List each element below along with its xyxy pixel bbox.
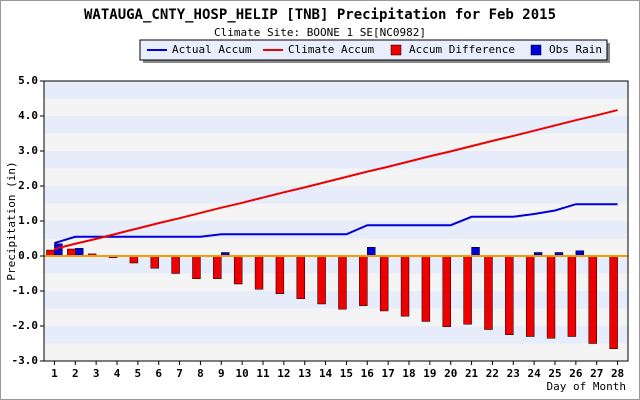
x-tick-label: 3	[93, 367, 100, 380]
band	[44, 273, 628, 291]
bar	[296, 255, 305, 299]
bands	[44, 81, 628, 361]
band	[44, 343, 628, 361]
band	[44, 116, 628, 134]
x-tick-label: 12	[277, 367, 290, 380]
band	[44, 256, 628, 274]
band	[44, 98, 628, 116]
x-tick-label: 14	[319, 367, 333, 380]
band	[44, 308, 628, 326]
legend-label: Climate Accum	[288, 43, 374, 56]
x-tick-label: 18	[402, 367, 415, 380]
bar	[129, 255, 139, 264]
bar	[233, 255, 243, 285]
bar	[275, 255, 285, 295]
plot-frame	[43, 80, 629, 362]
x-tick-label: 15	[340, 367, 353, 380]
bar	[609, 255, 618, 349]
bar	[367, 247, 376, 257]
chart-subtitle: Climate Site: BOONE 1 SE[NC0982]	[214, 26, 426, 39]
bar	[254, 255, 264, 290]
bar	[171, 255, 180, 274]
bar	[546, 255, 556, 339]
legend-label: Actual Accum	[172, 43, 252, 56]
bar	[379, 255, 389, 312]
bar	[525, 255, 535, 337]
x-tick-label: 27	[590, 367, 603, 380]
line	[54, 109, 618, 250]
band	[44, 221, 628, 239]
band	[44, 81, 628, 99]
x-tick-label: 9	[218, 367, 225, 380]
band	[44, 151, 628, 169]
band	[44, 133, 628, 151]
x-tick-label: 7	[176, 367, 183, 380]
x-tick-label: 13	[298, 367, 311, 380]
bar	[442, 255, 451, 327]
bar	[505, 255, 514, 335]
x-axis-label: Day of Month	[547, 380, 626, 393]
x-tick-label: 22	[486, 367, 499, 380]
x-tick-label: 20	[444, 367, 457, 380]
y-tick-label: 0.0	[18, 249, 38, 262]
x-tick-label: 17	[382, 367, 395, 380]
x-tick-label: 26	[569, 367, 583, 380]
band	[44, 326, 628, 344]
y-tick-label: 4.0	[18, 109, 38, 122]
legend-label: Obs Rain	[549, 43, 602, 56]
bar	[338, 255, 347, 310]
x-tick-label: 25	[548, 367, 561, 380]
bar	[213, 255, 222, 279]
x-tick-label: 11	[256, 367, 270, 380]
x-tick-label: 10	[236, 367, 249, 380]
y-tick-label: 2.0	[18, 179, 38, 192]
bar	[67, 248, 76, 257]
y-tick-label: 1.0	[18, 214, 38, 227]
x-tick-label: 24	[528, 367, 542, 380]
bar	[150, 255, 159, 269]
line	[54, 203, 618, 245]
legend	[139, 39, 608, 61]
x-tick-label: 28	[611, 367, 624, 380]
band	[44, 238, 628, 256]
x-tick-label: 8	[197, 367, 204, 380]
x-tick-label: 23	[507, 367, 520, 380]
chart-title: WATAUGA_CNTY_HOSP_HELIP [TNB] Precipitat…	[84, 7, 556, 23]
y-axis-label: Precipitation (in)	[5, 161, 18, 280]
bar	[484, 255, 493, 330]
y-tick-label: 5.0	[18, 74, 38, 87]
x-tick-label: 21	[465, 367, 479, 380]
bar	[192, 255, 201, 279]
bar	[54, 243, 63, 257]
x-tick-label: 6	[155, 367, 162, 380]
band	[44, 186, 628, 204]
y-tick-label: -3.0	[12, 354, 39, 367]
band	[44, 291, 628, 309]
legend-swatch	[530, 44, 542, 56]
bar	[359, 255, 368, 306]
legend-label: Accum Difference	[409, 43, 515, 56]
x-tick-label: 19	[423, 367, 436, 380]
x-tick-label: 2	[72, 367, 79, 380]
bar	[75, 248, 84, 257]
x-tick-label: 4	[114, 367, 121, 380]
bar	[400, 255, 410, 317]
bar	[317, 255, 326, 305]
y-tick-label: 3.0	[18, 144, 38, 157]
bar	[588, 255, 597, 344]
bar	[471, 247, 480, 257]
x-tick-label: 1	[51, 367, 58, 380]
x-tick-label: 16	[361, 367, 375, 380]
bar	[567, 255, 577, 337]
y-tick-label: -1.0	[12, 284, 39, 297]
y-tick-label: -2.0	[12, 319, 39, 332]
bar	[421, 255, 431, 322]
x-tick-label: 5	[135, 367, 142, 380]
band	[44, 168, 628, 186]
legend-swatch	[390, 44, 402, 56]
bar	[463, 255, 472, 325]
